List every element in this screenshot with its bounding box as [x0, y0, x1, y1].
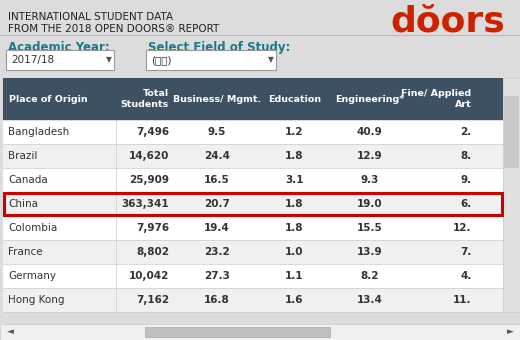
Text: 20.7: 20.7 [204, 199, 230, 209]
Text: Fine/ Applied
Art: Fine/ Applied Art [401, 89, 472, 109]
Text: 19.4: 19.4 [204, 223, 230, 233]
Bar [504, 96, 519, 168]
Text: 9.: 9. [460, 175, 472, 185]
Bar [3, 264, 503, 288]
Text: 25,909: 25,909 [129, 175, 169, 185]
Bar [145, 327, 330, 337]
Text: China: China [8, 199, 38, 209]
Text: 11.: 11. [453, 295, 472, 305]
Text: 12.: 12. [453, 223, 472, 233]
Text: Business/ Mgmt.: Business/ Mgmt. [173, 95, 261, 103]
Bar [3, 288, 503, 312]
Text: 10,042: 10,042 [128, 271, 169, 281]
Text: 1.2: 1.2 [285, 127, 304, 137]
Text: 14,620: 14,620 [128, 151, 169, 161]
Text: 16.5: 16.5 [204, 175, 230, 185]
Text: 13.4: 13.4 [356, 295, 382, 305]
Text: (全部): (全部) [151, 55, 172, 65]
Text: 1.0: 1.0 [285, 247, 304, 257]
Text: 23.2: 23.2 [204, 247, 230, 257]
Text: 8.: 8. [460, 151, 472, 161]
Bar [3, 120, 503, 144]
Text: FROM THE 2018 OPEN DOORS® REPORT: FROM THE 2018 OPEN DOORS® REPORT [8, 24, 219, 34]
Text: 7,496: 7,496 [136, 127, 169, 137]
Text: INTERNATIONAL STUDENT DATA: INTERNATIONAL STUDENT DATA [8, 12, 173, 22]
Text: 24.4: 24.4 [204, 151, 230, 161]
Text: ▼: ▼ [106, 55, 112, 65]
Text: dŏors: dŏors [390, 5, 505, 39]
Text: 1.8: 1.8 [285, 151, 304, 161]
Text: Hong Kong: Hong Kong [8, 295, 64, 305]
Bar [3, 168, 503, 192]
Text: Colombia: Colombia [8, 223, 57, 233]
Text: 4.: 4. [460, 271, 472, 281]
Text: 2.: 2. [460, 127, 472, 137]
Text: Bangladesh: Bangladesh [8, 127, 69, 137]
Bar [0, 324, 520, 340]
Text: 8.2: 8.2 [360, 271, 379, 281]
Bar [146, 50, 276, 70]
Text: 7,976: 7,976 [136, 223, 169, 233]
Text: 19.0: 19.0 [356, 199, 382, 209]
Bar [3, 216, 503, 240]
Text: France: France [8, 247, 43, 257]
Text: 12.9: 12.9 [356, 151, 382, 161]
Text: 6.: 6. [460, 199, 472, 209]
Text: 16.8: 16.8 [204, 295, 230, 305]
Text: 27.3: 27.3 [204, 271, 230, 281]
Text: 9.5: 9.5 [207, 127, 226, 137]
Text: 8,802: 8,802 [136, 247, 169, 257]
Text: Canada: Canada [8, 175, 48, 185]
Text: 1.1: 1.1 [285, 271, 304, 281]
Text: Engineering*: Engineering* [335, 95, 404, 103]
Text: ►: ► [506, 327, 513, 337]
Text: 9.3: 9.3 [360, 175, 379, 185]
Text: Select Field of Study:: Select Field of Study: [148, 41, 290, 54]
Text: ▼: ▼ [268, 55, 274, 65]
Text: 363,341: 363,341 [121, 199, 169, 209]
Text: Place of Origin: Place of Origin [9, 95, 88, 103]
Bar [3, 78, 503, 120]
Text: 1.8: 1.8 [285, 223, 304, 233]
Bar [6, 50, 114, 70]
Bar [4, 193, 502, 215]
Text: 3.1: 3.1 [285, 175, 304, 185]
Text: Total
Students: Total Students [121, 89, 169, 109]
Text: Germany: Germany [8, 271, 56, 281]
Bar [3, 240, 503, 264]
Text: ◄: ◄ [7, 327, 14, 337]
Text: 7.: 7. [460, 247, 472, 257]
Text: 2017/18: 2017/18 [11, 55, 54, 65]
Bar [3, 144, 503, 168]
Text: 1.6: 1.6 [285, 295, 304, 305]
Text: 15.5: 15.5 [356, 223, 382, 233]
Text: 7,162: 7,162 [136, 295, 169, 305]
Bar [503, 78, 520, 312]
Text: Academic Year:: Academic Year: [8, 41, 110, 54]
Text: 1.8: 1.8 [285, 199, 304, 209]
Text: 40.9: 40.9 [356, 127, 382, 137]
Bar [3, 192, 503, 216]
Text: Brazil: Brazil [8, 151, 37, 161]
Text: Education: Education [268, 95, 321, 103]
Text: 13.9: 13.9 [356, 247, 382, 257]
